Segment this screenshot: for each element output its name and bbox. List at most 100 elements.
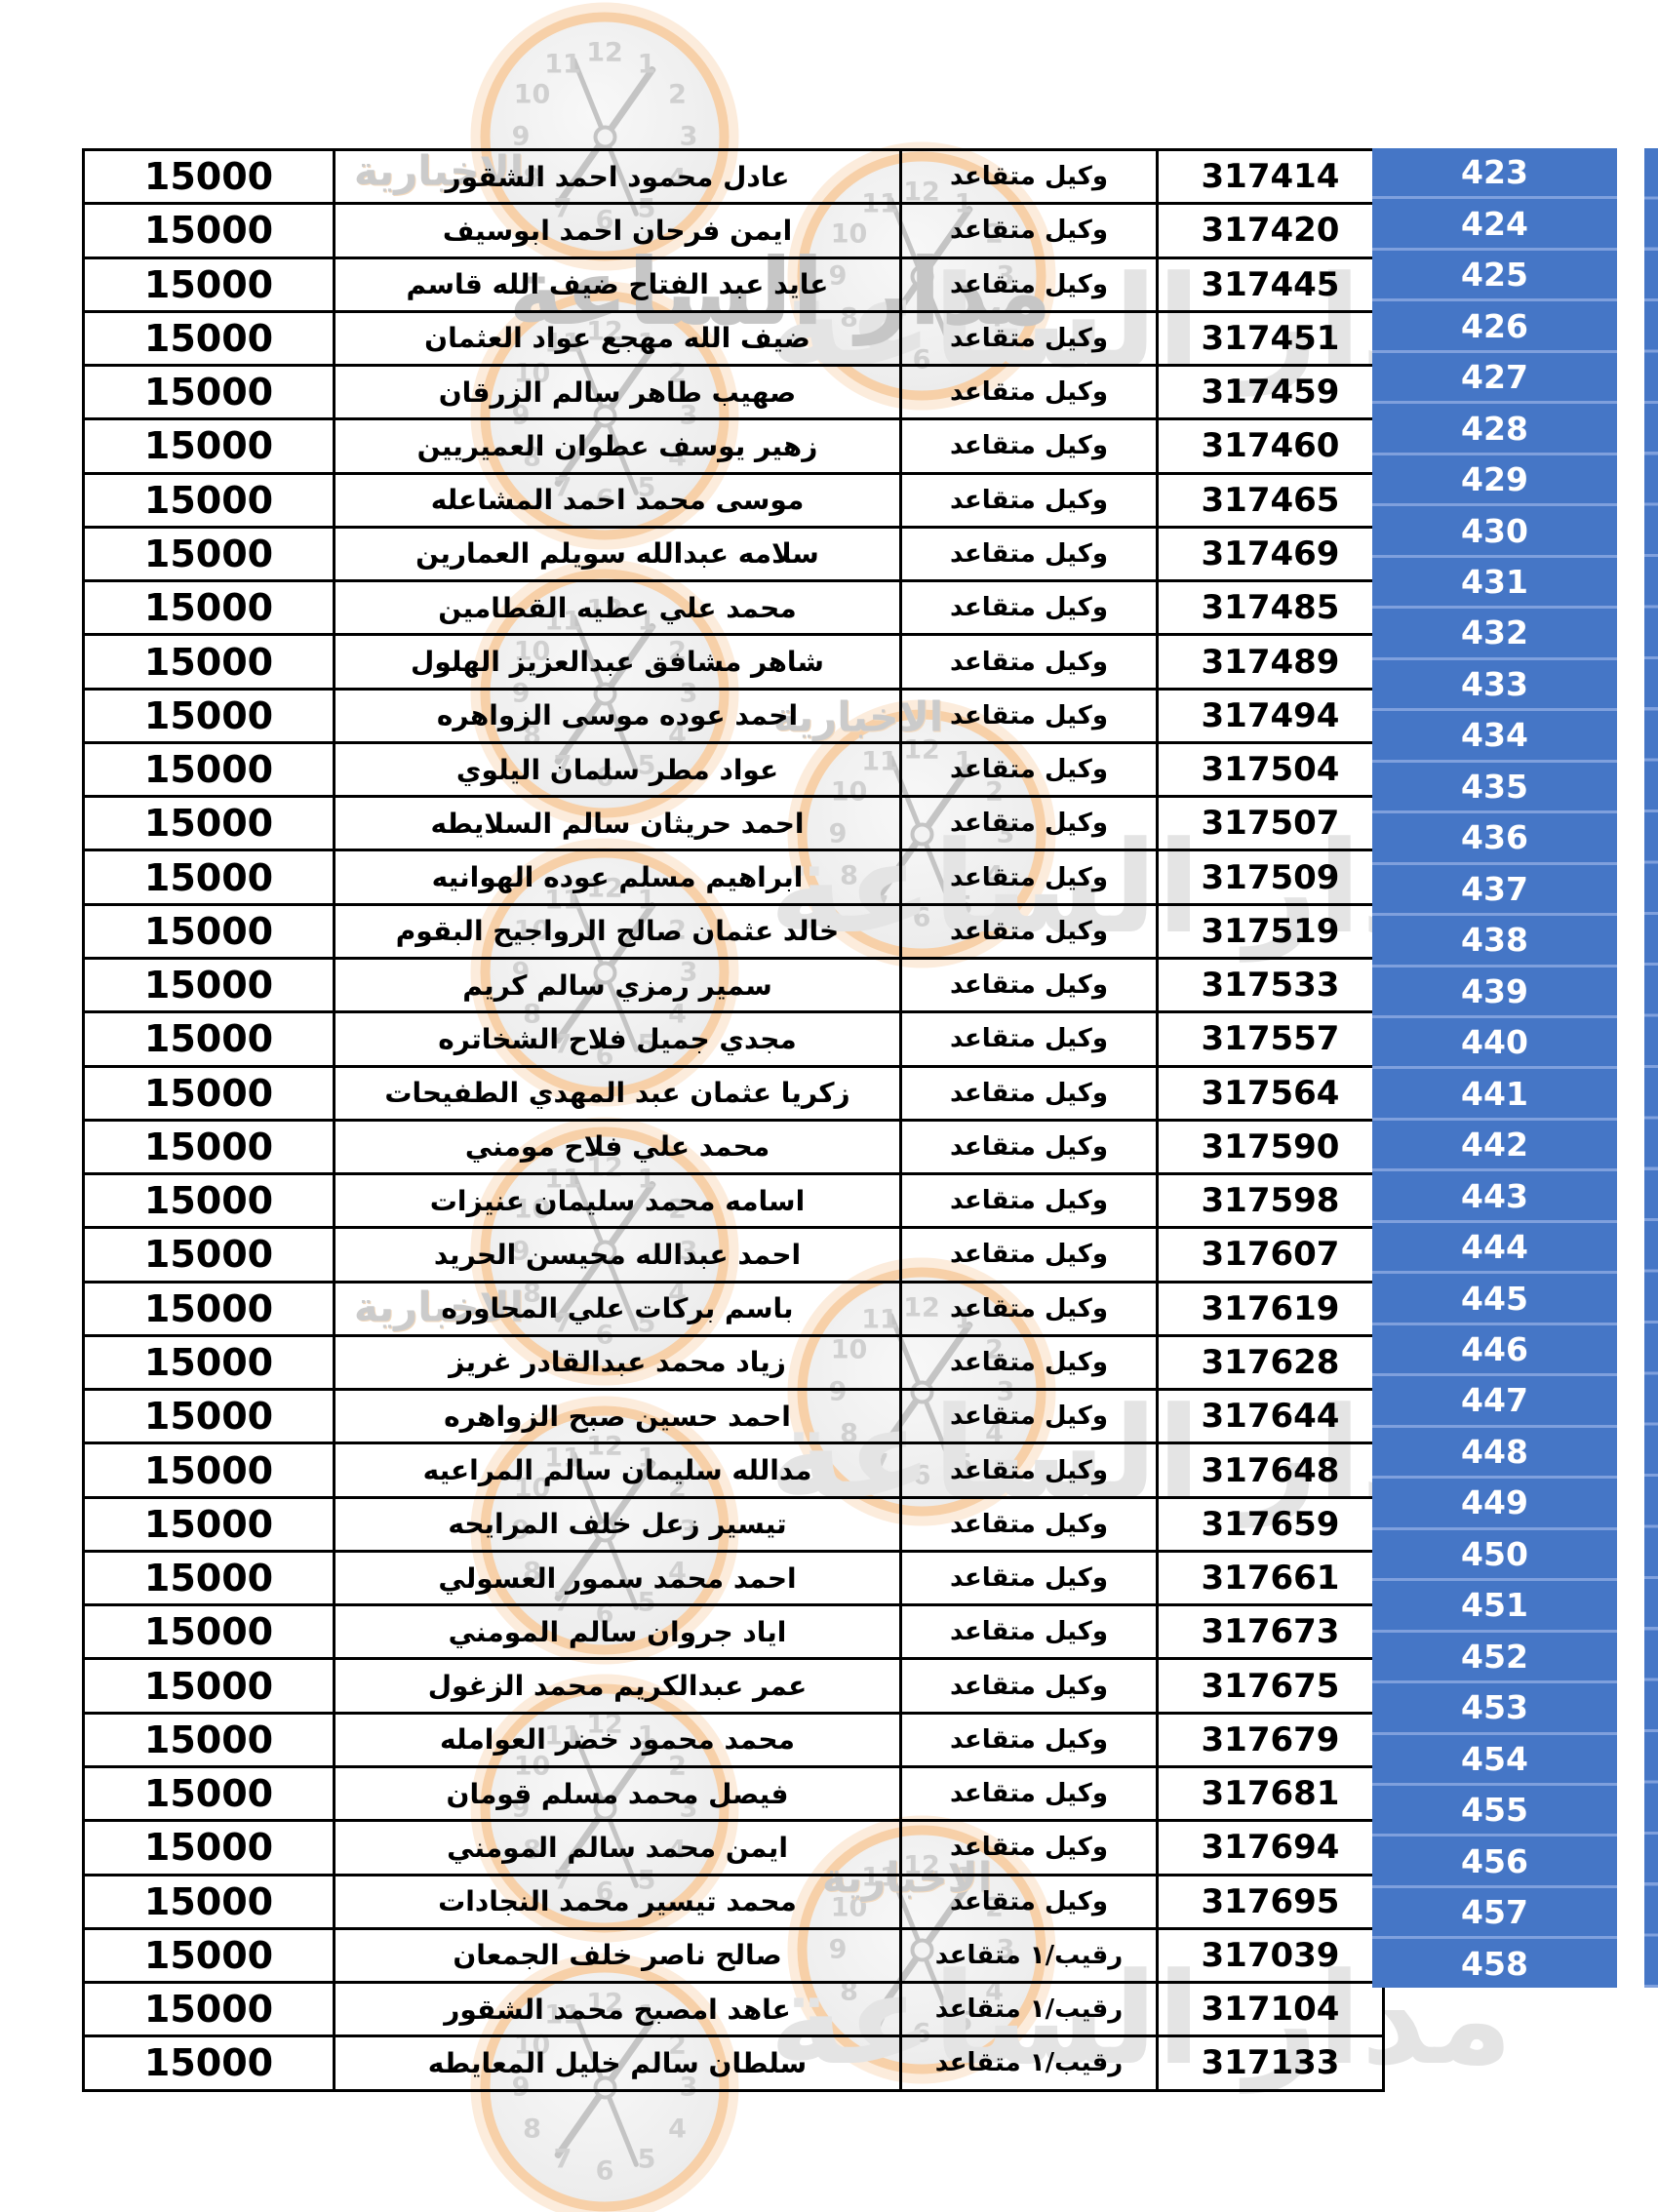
table-row: 15000 محمد تيسير محمد النجادات وكيل متقا… [82,1873,1385,1930]
table-row: 15000 مجدي جميل فلاح الشخاتره وكيل متقاع… [82,1010,1385,1068]
serial-cell: 433 [1372,656,1617,709]
table-row: 15000 عواد مطر سلمان اليلوي وكيل متقاعد … [82,740,1385,799]
number-cell: 317445 [1156,256,1385,313]
amount-cell: 15000 [82,633,336,691]
table-row: 15000 سلطان سالم خليل المعايطه رقيب/١ مت… [82,2034,1385,2092]
number-cell: 317451 [1156,309,1385,368]
rank-cell: وكيل متقاعد [899,202,1159,259]
name-cell: شاهر مشافق عبدالعزيز الهلول [333,633,902,691]
amount-cell: 15000 [82,1603,336,1661]
amount-cell: 15000 [82,309,336,368]
serial-number-column: 423 424 425 426 427 428 429 430 431 432 433 434 435 4… [1372,148,1617,1988]
serial-cell: 439 [1372,964,1617,1015]
serial-cell: 452 [1372,1629,1617,1681]
rank-cell: وكيل متقاعد [899,849,1159,906]
number-cell: 317673 [1156,1603,1385,1661]
number-cell: 317420 [1156,202,1385,259]
rank-cell: وكيل متقاعد [899,147,1159,206]
number-cell: 317628 [1156,1333,1385,1392]
table-row: 15000 صالح ناصر خلف الجمعان رقيب/١ متقاع… [82,1926,1385,1985]
number-cell: 317504 [1156,740,1385,799]
serial-cell: 446 [1372,1322,1617,1374]
amount-cell: 15000 [82,687,336,744]
name-cell: عاهد امصبح محمد الشقور [333,1981,902,2038]
amount-cell: 15000 [82,1549,336,1607]
name-cell: زهير يوسف عطوان العميريين [333,417,902,475]
amount-cell: 15000 [82,740,336,799]
table-row: 15000 اسامه محمد سليمان عنيزات وكيل متقا… [82,1172,1385,1230]
watermark-clock-numeral: 3 [679,121,698,152]
name-cell: عواد مطر سلمان اليلوي [333,740,902,799]
table-row: 15000 احمد حسين صبح الزواهره وكيل متقاعد… [82,1388,1385,1445]
rank-cell: وكيل متقاعد [899,1172,1159,1230]
number-cell: 317661 [1156,1549,1385,1607]
number-cell: 317489 [1156,633,1385,691]
name-cell: باسم بركات علي المحاوره [333,1280,902,1337]
amount-cell: 15000 [82,795,336,852]
rank-cell: وكيل متقاعد [899,364,1159,421]
amount-cell: 15000 [82,1819,336,1876]
serial-cell: 437 [1372,861,1617,914]
name-cell: فيصل محمد مسلم قومان [333,1764,902,1823]
serial-cell: 444 [1372,1219,1617,1272]
watermark-clock-numeral: 1 [637,49,656,80]
table-row: 15000 ضيف الله مهجع عواد العثمان وكيل مت… [82,309,1385,368]
serial-cell: 453 [1372,1680,1617,1732]
name-cell: احمد حسين صبح الزواهره [333,1388,902,1445]
amount-cell: 15000 [82,1280,336,1337]
table-row: 15000 احمد حريثان سالم السلايطه وكيل متق… [82,795,1385,852]
amount-cell: 15000 [82,256,336,313]
watermark-clock-numeral: 10 [513,79,551,110]
number-cell: 317695 [1156,1873,1385,1930]
serial-cell: 454 [1372,1731,1617,1783]
amount-cell: 15000 [82,2034,336,2092]
name-cell: ضيف الله مهجع عواد العثمان [333,309,902,368]
number-cell: 317648 [1156,1442,1385,1499]
number-cell: 317557 [1156,1010,1385,1068]
number-cell: 317485 [1156,579,1385,637]
name-cell: سلطان سالم خليل المعايطه [333,2034,902,2092]
amount-cell: 15000 [82,1764,336,1823]
rank-cell: وكيل متقاعد [899,1603,1159,1661]
name-cell: صهيب طاهر سالم الزرقان [333,364,902,421]
serial-cell: 424 [1372,196,1617,248]
serial-cell: 430 [1372,503,1617,555]
name-cell: احمد محمد سمور العسولي [333,1549,902,1607]
name-cell: احمد حريثان سالم السلايطه [333,795,902,852]
amount-cell: 15000 [82,956,336,1014]
table-row: 15000 باسم بركات علي المحاوره وكيل متقاع… [82,1280,1385,1337]
serial-cell: 428 [1372,401,1617,453]
serial-cell: 449 [1372,1476,1617,1527]
rank-cell: وكيل متقاعد [899,1711,1159,1768]
number-cell: 317494 [1156,687,1385,744]
amount-cell: 15000 [82,849,336,906]
table-row: 15000 محمد علي فلاح مومني وكيل متقاعد 31… [82,1118,1385,1176]
amount-cell: 15000 [82,1711,336,1768]
serial-cell: 443 [1372,1168,1617,1220]
number-cell: 317465 [1156,471,1385,529]
rank-cell: وكيل متقاعد [899,1764,1159,1823]
page-edge-blue-strip [1644,148,1658,1988]
amount-cell: 15000 [82,417,336,475]
serial-cell: 448 [1372,1424,1617,1477]
rank-cell: وكيل متقاعد [899,1388,1159,1445]
name-cell: زياد محمد عبدالقادر غريز [333,1333,902,1392]
amount-cell: 15000 [82,1333,336,1392]
table-row: 15000 اياد جروان سالم المومني وكيل متقاع… [82,1603,1385,1661]
number-cell: 317564 [1156,1064,1385,1122]
rank-cell: وكيل متقاعد [899,1280,1159,1337]
table-row: 15000 احمد محمد سمور العسولي وكيل متقاعد… [82,1549,1385,1607]
serial-cell: 434 [1372,708,1617,760]
serial-cell: 451 [1372,1578,1617,1630]
amount-cell: 15000 [82,1388,336,1445]
rank-cell: وكيل متقاعد [899,1064,1159,1122]
serial-cell: 432 [1372,606,1617,657]
rank-cell: وكيل متقاعد [899,956,1159,1014]
name-cell: سمير رمزي سالم كريم [333,956,902,1014]
number-cell: 317507 [1156,795,1385,852]
serial-cell: 447 [1372,1373,1617,1425]
table-row: 15000 خالد عثمان صالح الرواجيح البقوم وك… [82,902,1385,960]
serial-cell: 435 [1372,759,1617,811]
table-row: 15000 صهيب طاهر سالم الزرقان وكيل متقاعد… [82,364,1385,421]
name-cell: ايمن محمد سالم المومني [333,1819,902,1876]
